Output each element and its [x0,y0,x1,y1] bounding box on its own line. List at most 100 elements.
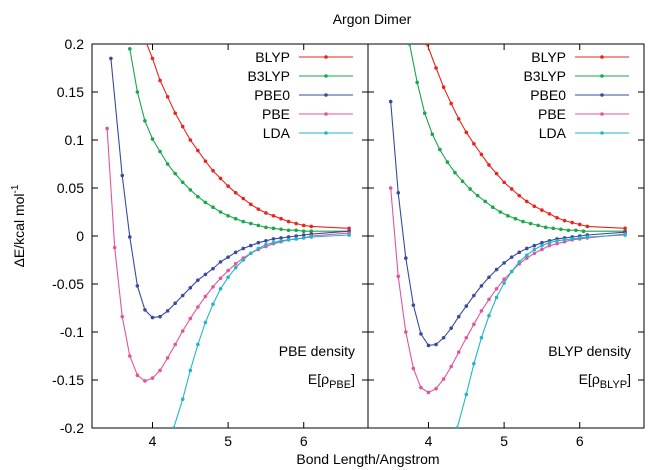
series-line-pbe [390,187,626,394]
energy-annotation-subscript: PBE [329,379,351,391]
data-point-lda [464,392,469,397]
data-point-pbe0 [426,343,431,348]
data-point-b3lyp [521,219,525,224]
data-point-pbe [524,256,529,260]
data-point-pbe [456,350,461,354]
data-point-pbe [112,245,117,250]
data-point-blyp [540,208,544,212]
data-point-b3lyp [559,227,563,232]
data-point-blyp [150,56,155,61]
data-point-pbe0 [264,239,268,243]
x-axis-label: Bond Length/Angstrom [296,451,439,467]
data-point-b3lyp [226,214,230,218]
data-point-lda [196,342,200,347]
data-point-pbe [150,376,155,380]
data-point-pbe0 [301,233,306,237]
data-point-pbe0 [279,236,283,240]
data-point-pbe0 [241,246,246,251]
data-point-b3lyp [128,47,132,51]
series-group [388,44,627,428]
data-point-pbe0 [419,332,423,336]
data-point-pbe0 [487,275,491,280]
data-point-lda [547,240,552,245]
x-tick-label: 4 [425,433,433,449]
data-point-pbe0 [165,309,170,313]
data-point-lda [479,335,484,340]
data-point-blyp [264,211,268,215]
data-point-pbe0 [256,240,261,245]
data-point-pbe0 [388,99,393,104]
y-tick-label: 0.15 [57,84,84,100]
data-point-blyp [143,37,147,41]
data-point-b3lyp [475,193,480,198]
data-point-b3lyp [422,111,427,115]
data-point-blyp [509,187,514,191]
data-point-pbe0 [203,272,208,277]
data-point-lda [502,281,506,285]
data-point-b3lyp [407,44,412,46]
legend-label: BLYP [531,49,566,65]
data-point-lda [171,426,176,428]
data-point-pbe [479,309,484,313]
data-point-pbe [128,354,132,358]
data-point-pbe [196,305,200,309]
data-point-b3lyp [165,162,170,166]
data-point-b3lyp [279,227,283,232]
data-point-blyp [196,148,200,153]
density-annotation: PBE density [279,343,355,359]
data-point-blyp [218,176,223,181]
data-point-b3lyp [256,223,261,228]
data-point-pbe [540,247,544,252]
legend-label: B3LYP [523,68,566,84]
data-point-blyp [479,152,484,157]
data-point-lda [487,313,491,318]
legend-marker [324,55,328,59]
data-point-lda [271,240,276,245]
data-point-pbe [404,330,408,334]
data-point-pbe0 [211,266,215,271]
data-point-blyp [570,220,574,225]
data-point-pbe0 [180,293,185,298]
series-line-b3lyp [409,44,626,232]
data-point-blyp [502,180,506,185]
data-point-pbe [494,287,499,291]
data-point-blyp [203,159,208,163]
y-tick-label: 0.2 [65,36,85,52]
data-point-pbe0 [143,308,147,312]
data-point-pbe0 [294,234,298,238]
chart-title: Argon Dimer [333,11,412,27]
data-point-pbe0 [218,260,223,264]
data-point-lda [286,238,291,242]
data-point-blyp [577,222,582,227]
data-point-pbe [218,276,223,281]
data-point-pbe [464,335,469,340]
data-point-pbe [449,364,453,369]
data-point-b3lyp [581,229,586,233]
legend-marker [324,112,328,116]
data-point-lda [203,320,208,325]
data-point-lda [233,265,238,270]
data-point-b3lyp [218,210,223,214]
data-point-b3lyp [158,149,162,154]
data-point-b3lyp [173,171,177,176]
data-point-blyp [434,66,438,70]
data-point-blyp [555,215,559,220]
data-point-blyp [173,111,177,115]
data-point-blyp [286,219,291,224]
data-point-pbe [180,329,185,333]
data-point-lda [517,260,522,264]
legend-marker [324,93,328,97]
y-tick-label: 0.1 [65,132,85,148]
legend-label: LDA [263,125,291,141]
x-tick-label: 4 [149,433,157,449]
energy-annotation: E[ρPBE] [308,371,355,391]
legend-marker [324,131,328,135]
data-point-b3lyp [543,225,548,230]
data-point-blyp [472,142,476,146]
data-point-b3lyp [430,132,435,137]
data-point-lda [188,368,193,373]
data-point-b3lyp [294,228,298,233]
data-point-pbe [532,251,537,256]
